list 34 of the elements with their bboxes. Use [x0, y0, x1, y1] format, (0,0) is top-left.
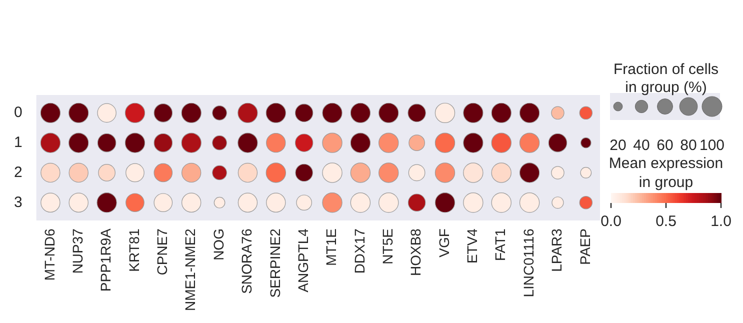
x-tick-label: NUP37	[69, 228, 86, 274]
x-tick-label: VGF	[436, 228, 452, 258]
legend-label: 20	[610, 137, 626, 154]
x-tick-label: MT-ND6	[41, 228, 58, 281]
x-tick-label: KRT81	[126, 228, 142, 272]
x-tick-label: FAT1	[492, 228, 508, 261]
x-tick-label: DDX17	[351, 228, 368, 274]
color-bar-label: 1.0	[710, 213, 732, 230]
x-tick-label: SERPINE2	[266, 228, 283, 298]
x-tick-label: ANGPTL4	[294, 228, 311, 292]
x-tick-label: LINC01116	[520, 228, 536, 298]
x-tick-label: NOG	[210, 228, 226, 260]
x-tick-label: CPNE7	[154, 228, 170, 276]
color-bar-label: 0.0	[600, 213, 622, 230]
legend-label: 40	[633, 137, 650, 154]
y-tick-label: 0	[14, 104, 22, 122]
color-bar-label: 0.5	[656, 213, 676, 230]
x-tick-label: ETV4	[464, 228, 480, 264]
legend-label: 100	[699, 137, 725, 154]
x-tick-label: NME1-NME2	[182, 228, 198, 312]
y-tick-label: 1	[14, 134, 22, 151]
x-tick-label: PAEP	[576, 228, 593, 265]
x-tick-label: LPAR3	[548, 228, 565, 272]
legend-title: Fraction of cells in group (%)	[613, 61, 719, 96]
x-tick-label: PPP1R9A	[98, 228, 114, 292]
legend-label: 80	[680, 137, 697, 154]
x-tick-label: HOXB8	[408, 228, 424, 276]
y-tick-label: 3	[14, 194, 22, 211]
legend-label: 60	[656, 137, 674, 154]
x-tick-label: MT1E	[323, 228, 340, 266]
x-tick-label: NT5E	[379, 228, 396, 264]
x-tick-label: SNORA76	[238, 228, 255, 294]
y-tick-label: 2	[14, 164, 22, 181]
color-bar-title: Mean expression in group	[608, 155, 724, 192]
